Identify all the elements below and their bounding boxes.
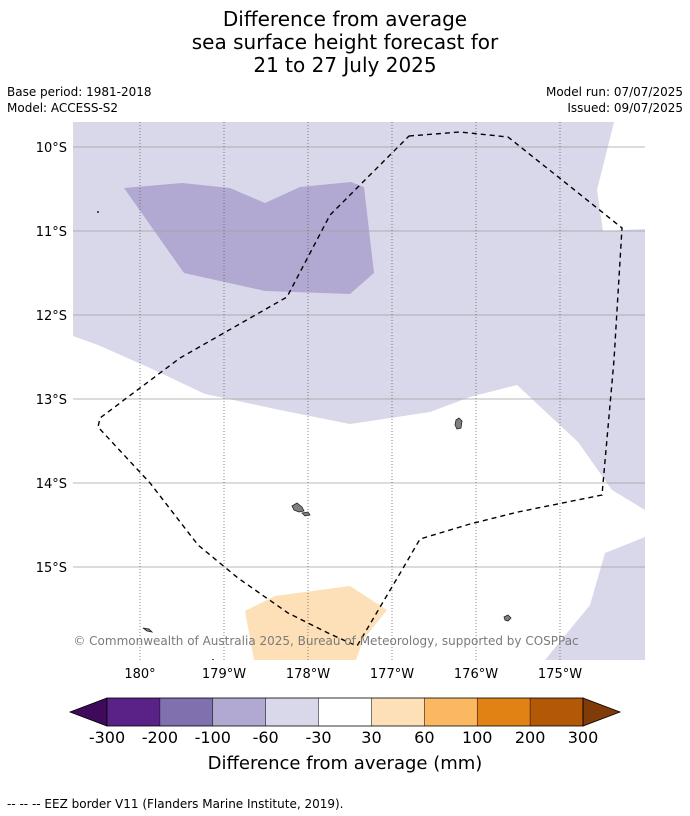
colorbar-bin: [318, 698, 372, 726]
colorbar-bin: [424, 698, 478, 726]
colorbar-tick-label: -100: [194, 728, 231, 747]
map-title: Difference from average sea surface heig…: [0, 8, 690, 77]
colorbar-bin: [530, 698, 583, 726]
latitude-label: 14°S: [36, 477, 67, 492]
longitude-label: 179°W: [202, 667, 246, 682]
colorbar-bin: [107, 698, 160, 726]
colorbar-extend-high: [582, 697, 622, 727]
latitude-label: 10°S: [36, 141, 67, 156]
colorbar-tick-label: 60: [414, 728, 435, 747]
longitude-label: 178°W: [286, 667, 330, 682]
longitude-label: 177°W: [370, 667, 414, 682]
colorbar-bin: [477, 698, 531, 726]
island-6: [97, 211, 99, 213]
colorbar-title: Difference from average (mm): [207, 753, 483, 774]
colorbar-bin: [265, 698, 319, 726]
model-name: Model: ACCESS-S2: [7, 101, 119, 115]
longitude-labels: 180° 179°W 178°W 177°W 176°W 175°W: [124, 667, 582, 682]
metadata-right: Model run: 07/07/2025 Issued: 09/07/2025: [546, 84, 683, 116]
latitude-labels: 10°S 11°S 12°S 13°S 14°S 15°S: [36, 141, 67, 576]
longitude-label: 175°W: [538, 667, 582, 682]
colorbar-bin: [212, 698, 266, 726]
issued-date: Issued: 09/07/2025: [567, 101, 683, 115]
title-line-3: 21 to 27 July 2025: [253, 53, 437, 77]
title-line-1: Difference from average: [222, 7, 468, 31]
map-area: © Commonwealth of Australia 2025, Bureau…: [73, 122, 645, 660]
island-2: [291, 502, 305, 513]
colorbar-frame: [106, 697, 584, 727]
colorbar-tick-label: -30: [305, 728, 332, 747]
island-3: [301, 511, 311, 517]
eez-footnote: -- -- -- EEZ border V11 (Flanders Marine…: [7, 797, 344, 811]
colorbar: [68, 697, 622, 727]
anomaly-region-minus60: [124, 182, 374, 294]
island-7: [212, 659, 214, 660]
colorbar-tick-label: 100: [461, 728, 493, 747]
colorbar-bin: [159, 698, 213, 726]
island-5: [142, 627, 154, 633]
colorbar-tick-label: 30: [361, 728, 382, 747]
anomaly-region-minus30-southeast: [545, 537, 645, 660]
colorbar-extend-low: [68, 697, 108, 727]
latitude-label: 11°S: [36, 225, 67, 240]
latitude-label: 12°S: [36, 309, 67, 324]
copyright-notice: © Commonwealth of Australia 2025, Bureau…: [73, 634, 578, 648]
graticule: [73, 122, 645, 660]
latitude-label: 15°S: [36, 561, 67, 576]
colorbar-tick-label: 300: [567, 728, 599, 747]
title-line-2: sea surface height forecast for: [191, 30, 499, 54]
eez-border: [97, 131, 623, 647]
latitude-label: 13°S: [36, 393, 67, 408]
colorbar-tick-label: 200: [514, 728, 546, 747]
island-4: [503, 614, 512, 622]
colorbar-tick-label: -60: [252, 728, 279, 747]
longitude-label: 176°W: [454, 667, 498, 682]
colorbar-tick-label: -300: [88, 728, 126, 747]
base-period: Base period: 1981-2018: [7, 85, 152, 99]
island-1: [454, 417, 463, 430]
colorbar-tick-label: -200: [141, 728, 179, 747]
metadata-left: Base period: 1981-2018 Model: ACCESS-S2: [7, 84, 152, 116]
model-run-date: Model run: 07/07/2025: [545, 85, 683, 99]
longitude-label: 180°: [124, 667, 155, 682]
anomaly-region-plus30: [245, 586, 387, 660]
colorbar-bin: [371, 698, 425, 726]
